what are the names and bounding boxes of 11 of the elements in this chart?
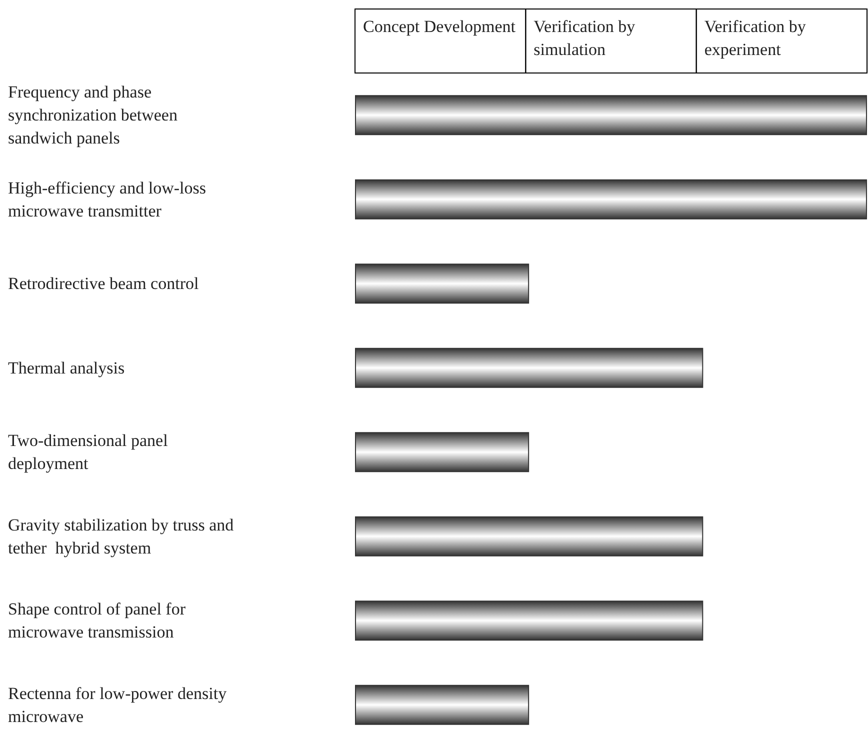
text: Verification by simulation [534, 17, 640, 59]
y-tick-label: Frequency and phase synchronization between sandwich panels [8, 82, 182, 148]
y-tick-label: Rectenna for low-power density microwave [8, 684, 231, 726]
text: Verification by experiment [704, 17, 810, 59]
y-tick-label: Thermal analysis [8, 358, 125, 378]
y-tick-label: Two-dimensional panel deployment [8, 431, 172, 474]
y-tick-label: Shape control of panel for microwave transmission [8, 600, 190, 642]
y-tick-label: Gravity stabilization by truss and tether hybrid system [8, 515, 238, 558]
y-tick-label: Retrodirective beam control [8, 274, 199, 294]
y-tick-label: High-efficiency and low-loss microwave transmitter [8, 178, 210, 220]
text: Concept Development [363, 17, 516, 36]
